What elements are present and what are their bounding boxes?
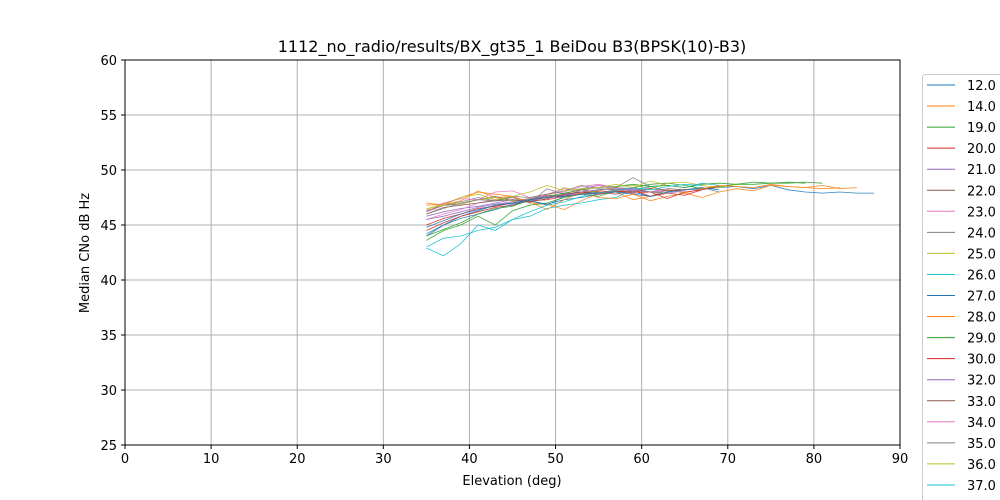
legend-label: 26.0: [967, 268, 996, 283]
y-tick-label: 30: [100, 384, 117, 399]
y-tick-label: 50: [100, 164, 117, 179]
legend-label: 27.0: [967, 290, 996, 305]
legend-box: [922, 74, 1000, 500]
x-tick-label: 10: [203, 452, 220, 467]
legend-label: 36.0: [967, 458, 996, 473]
series-line-41.0: [426, 191, 599, 228]
legend: 12.0 14.0 19.0 20.0 21.0 22.0 23.0 24.0 25.0 26.0…: [922, 74, 1000, 500]
x-tick-label: 30: [375, 452, 392, 467]
series-line-33.0: [426, 188, 685, 215]
plot-frame: [124, 59, 901, 446]
legend-label: 37.0: [967, 479, 996, 494]
legend-label: 21.0: [967, 163, 996, 178]
series-line-27.0: [426, 187, 720, 235]
x-tick-label: 50: [547, 452, 564, 467]
legend-label: 33.0: [967, 395, 996, 410]
series-line-20.0: [426, 186, 720, 231]
y-axis-label: Median CNo dB Hz: [78, 193, 93, 313]
legend-label: 25.0: [967, 247, 996, 262]
legend-label: 20.0: [967, 142, 996, 157]
legend-label: 34.0: [967, 416, 996, 431]
x-tick-label: 90: [892, 452, 909, 467]
legend-label: 29.0: [967, 332, 996, 347]
legend-label: 24.0: [967, 226, 996, 241]
series-line-28.0: [426, 183, 840, 211]
y-tick-label: 45: [100, 219, 117, 234]
legend-label: 32.0: [967, 374, 996, 389]
y-tick-label: 25: [100, 439, 117, 454]
x-tick-label: 60: [633, 452, 650, 467]
x-axis-label: Elevation (deg): [462, 474, 561, 489]
x-tick-label: 0: [121, 452, 129, 467]
x-tick-label: 20: [289, 452, 306, 467]
y-tick-label: 35: [100, 329, 117, 344]
y-tick-label: 55: [100, 109, 117, 124]
legend-label: 28.0: [967, 311, 996, 326]
y-tick-label: 60: [100, 54, 117, 69]
series-line-36.0: [426, 180, 668, 209]
series-line-32.0: [426, 188, 668, 220]
legend-label: 22.0: [967, 184, 996, 199]
x-tick-label: 40: [461, 452, 478, 467]
series-line-37.0: [426, 183, 702, 257]
legend-label: 23.0: [967, 205, 996, 220]
legend-label: 35.0: [967, 437, 996, 452]
legend-label: 30.0: [967, 353, 996, 368]
chart-title: 1112_no_radio/results/BX_gt35_1 BeiDou B…: [278, 37, 747, 57]
y-tick-label: 40: [100, 274, 117, 289]
legend-label: 19.0: [967, 121, 996, 136]
x-tick-label: 70: [720, 452, 737, 467]
series-line-29.0: [426, 181, 823, 237]
legend-label: 14.0: [967, 100, 996, 115]
legend-label: 12.0: [967, 79, 996, 94]
x-tick-label: 80: [806, 452, 823, 467]
